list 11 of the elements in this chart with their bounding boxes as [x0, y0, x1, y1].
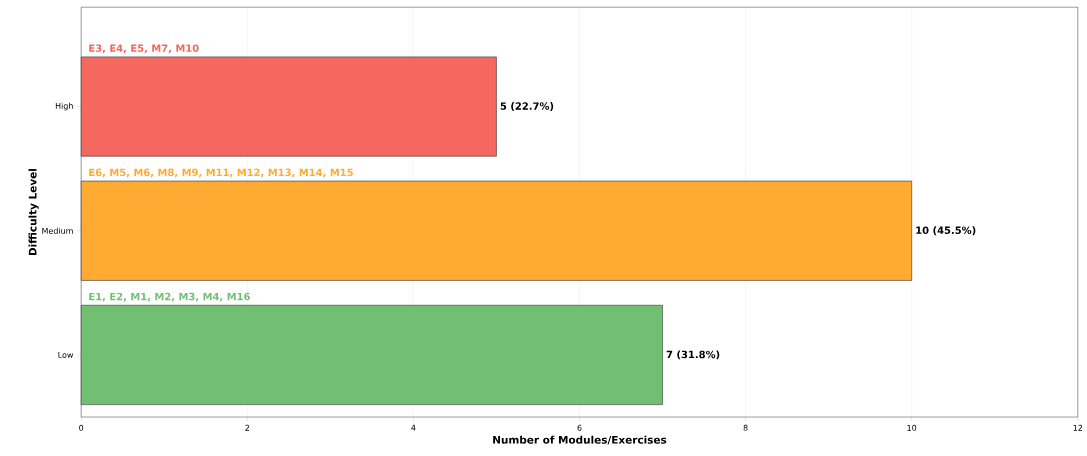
annotation: E6, M5, M6, M8, M9, M11, M12, M13, M14, M15 — [89, 168, 353, 178]
bar — [80, 56, 497, 157]
y-axis-title: Difficulty Level — [28, 168, 39, 255]
bar — [80, 180, 912, 281]
data-label: 7 (31.8%) — [666, 350, 720, 360]
x-axis-title: Number of Modules/Exercises — [493, 435, 667, 445]
annotation: E1, E2, M1, M2, M3, M4, M16 — [89, 292, 250, 302]
data-label: 5 (22.7%) — [500, 102, 554, 111]
annotation: E3, E4, E5, M7, M10 — [89, 44, 199, 54]
bar — [80, 304, 663, 405]
data-label: 10 (45.5%) — [916, 226, 976, 236]
